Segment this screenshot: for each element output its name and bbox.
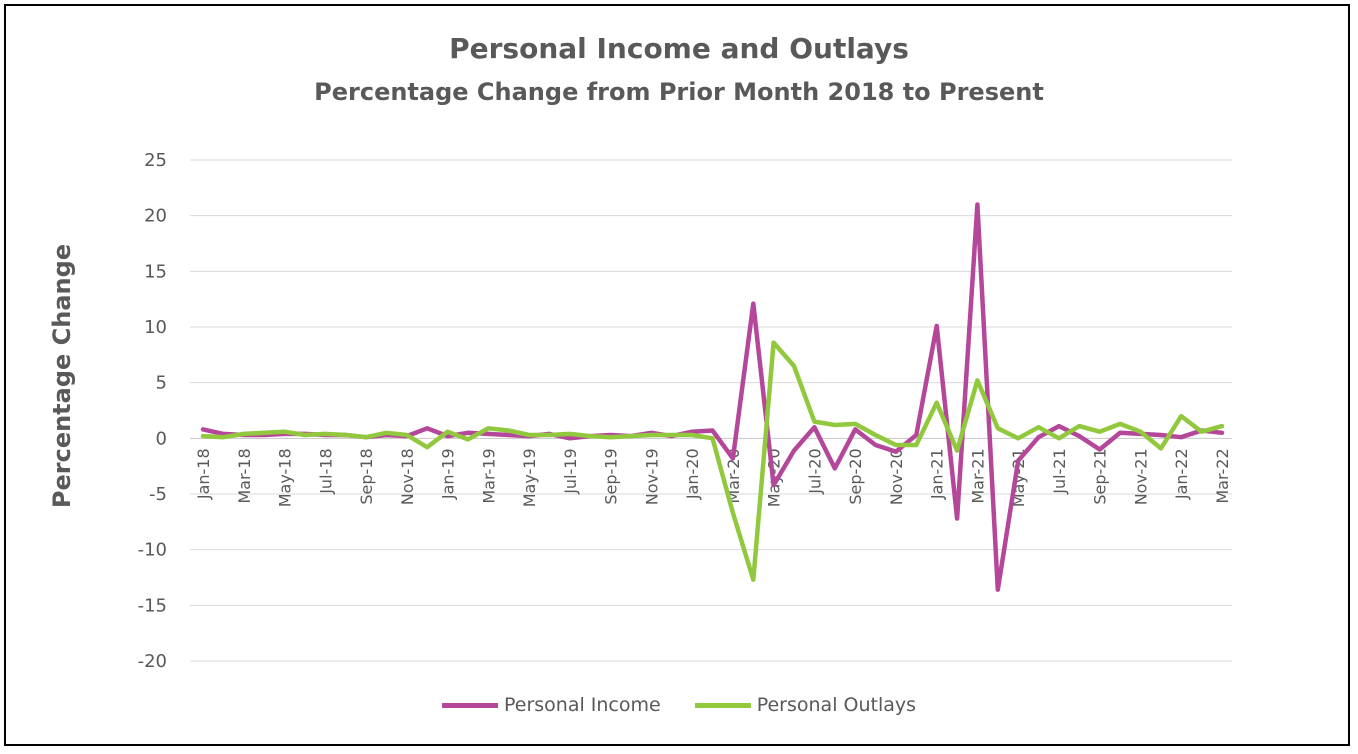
x-tick-label: Jul-20 <box>805 448 824 494</box>
x-tick-label: Nov-20 <box>887 448 906 505</box>
x-tick-label: Mar-18 <box>235 448 254 503</box>
y-tick-label: -5 <box>149 484 167 505</box>
y-tick-label: 20 <box>144 206 167 227</box>
chart-title: Personal Income and Outlays <box>449 32 909 65</box>
x-tick-label: Jul-21 <box>1050 448 1069 494</box>
x-tick-label: Jul-19 <box>561 448 580 494</box>
y-tick-label: -10 <box>138 540 167 561</box>
x-tick-label: Sep-21 <box>1091 448 1110 504</box>
series-line-personal-outlays <box>200 340 1225 582</box>
legend-item-personal-outlays: Personal Outlays <box>694 694 917 716</box>
legend-swatch-personal-income <box>441 702 498 708</box>
x-tick-label: Jan-18 <box>194 448 213 500</box>
y-tick-label: -20 <box>138 651 167 672</box>
y-tick-label: 0 <box>156 428 167 449</box>
x-tick-label: Jan-22 <box>1172 448 1191 500</box>
chart-legend: Personal Income Personal Outlays <box>0 694 1358 716</box>
y-tick-label: 15 <box>144 261 167 282</box>
x-tick-label: Jan-20 <box>683 448 702 500</box>
legend-swatch-personal-outlays <box>694 702 751 708</box>
x-tick-label: Mar-22 <box>1213 448 1232 503</box>
y-tick-label: 5 <box>156 373 167 394</box>
y-tick-label: 10 <box>144 317 167 338</box>
series-line-personal-income <box>200 202 1225 592</box>
x-tick-label: Nov-18 <box>398 448 417 505</box>
chart-subtitle: Percentage Change from Prior Month 2018 … <box>314 78 1044 106</box>
legend-label-personal-income: Personal Income <box>503 694 661 716</box>
x-tick-label: Nov-19 <box>642 448 661 505</box>
legend-label-personal-outlays: Personal Outlays <box>756 694 917 716</box>
x-tick-label: Jan-21 <box>928 448 947 500</box>
x-tick-label: Mar-19 <box>479 448 498 503</box>
y-tick-label: -15 <box>138 595 167 616</box>
x-tick-label: May-18 <box>276 448 295 507</box>
x-tick-label: Sep-18 <box>357 448 376 504</box>
x-tick-label: Jan-19 <box>439 448 458 500</box>
x-tick-label: Sep-20 <box>846 448 865 504</box>
x-tick-label: Sep-19 <box>602 448 621 504</box>
y-tick-label: 25 <box>144 150 167 171</box>
chart-frame <box>4 4 1350 746</box>
x-tick-label: May-19 <box>520 448 539 507</box>
legend-item-personal-income: Personal Income <box>441 694 661 716</box>
x-tick-label: Jul-18 <box>316 448 335 494</box>
x-tick-label: Mar-21 <box>968 448 987 503</box>
x-tick-label: Nov-21 <box>1131 448 1150 505</box>
